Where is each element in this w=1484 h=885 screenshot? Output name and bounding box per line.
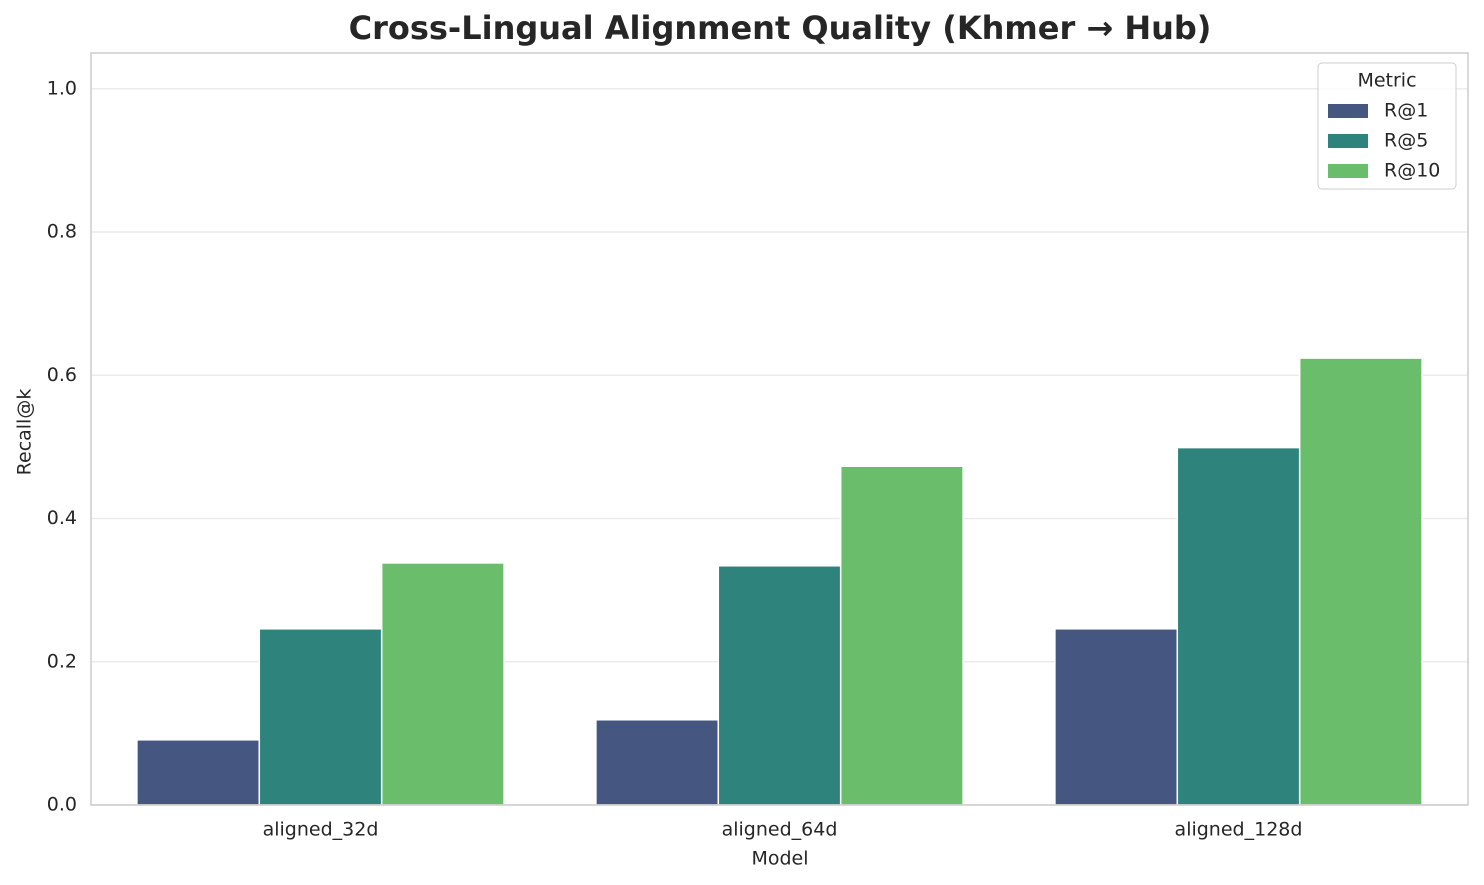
bar — [839, 465, 964, 806]
legend-label: R@1 — [1384, 100, 1428, 122]
y-tick-label: 0.4 — [47, 507, 77, 529]
legend-title: Metric — [1357, 70, 1416, 92]
x-axis-label: Model — [751, 848, 808, 870]
legend-swatch — [1328, 134, 1368, 148]
bar — [258, 628, 383, 806]
bar — [1054, 628, 1179, 806]
bar — [595, 719, 720, 806]
plot-frame — [90, 52, 1469, 806]
y-tick-label: 0.2 — [47, 650, 77, 672]
legend-label: R@5 — [1384, 130, 1428, 152]
bar — [380, 562, 505, 806]
y-tick-label: 0.8 — [47, 221, 77, 243]
legend-label: R@10 — [1384, 160, 1440, 182]
chart-title: Cross-Lingual Alignment Quality (Khmer →… — [349, 9, 1212, 47]
legend-swatch — [1328, 104, 1368, 118]
y-tick-label: 1.0 — [47, 77, 77, 99]
bar — [717, 565, 842, 806]
y-axis-label: Recall@k — [14, 389, 36, 476]
x-tick-label: aligned_128d — [1175, 819, 1303, 841]
x-tick-label: aligned_64d — [722, 819, 838, 841]
legend: Metric R@1 R@5 R@10 — [1317, 62, 1457, 190]
legend-box — [1317, 62, 1457, 190]
bar — [1176, 446, 1301, 806]
legend-swatch — [1328, 164, 1368, 178]
y-tick-label: 0.0 — [47, 794, 77, 816]
bar — [1298, 357, 1423, 806]
y-tick-label: 0.6 — [47, 364, 77, 386]
bar — [136, 739, 261, 806]
x-tick-label: aligned_32d — [263, 819, 379, 841]
